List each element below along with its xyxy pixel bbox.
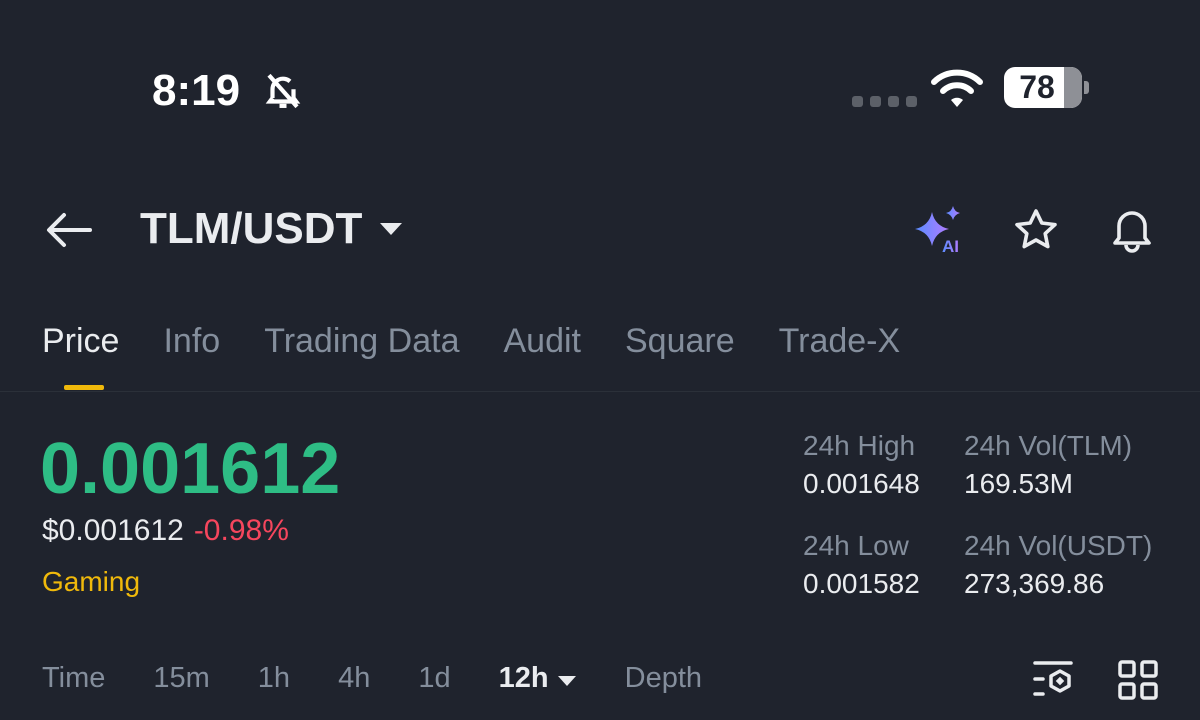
alert-bell-icon[interactable] — [1108, 204, 1156, 254]
tab-square[interactable]: Square — [624, 322, 735, 360]
cellular-signal-icon — [852, 96, 917, 107]
battery-icon: 78 — [1004, 67, 1082, 108]
stat-label: 24h Vol(USDT) — [964, 530, 1153, 561]
tab-trade-x[interactable]: Trade-X — [778, 322, 901, 360]
interval-15m[interactable]: 15m — [153, 662, 210, 694]
tab-info[interactable]: Info — [163, 322, 221, 360]
bell-muted-icon — [265, 73, 301, 109]
depth-tab[interactable]: Depth — [624, 662, 703, 694]
interval-time[interactable]: Time — [42, 662, 106, 694]
grid-layout-icon[interactable] — [1118, 660, 1158, 700]
last-price: 0.001612 — [40, 429, 341, 509]
price-change: -0.98% — [193, 514, 289, 547]
stat-label: 24h Low — [803, 530, 909, 561]
battery-nub — [1084, 81, 1089, 94]
caret-down-icon — [380, 223, 403, 235]
interval-1d[interactable]: 1d — [418, 662, 451, 694]
wifi-icon — [931, 69, 983, 107]
interval-bar: Time 15m 1h 4h 1d 12h Depth — [42, 662, 750, 695]
usd-price: $0.001612 — [42, 514, 184, 547]
ai-sparkle-icon[interactable]: AI — [912, 206, 968, 254]
stat-value: 0.001648 — [803, 468, 920, 499]
stat-24h-vol-usdt: 24h Vol(USDT) 273,369.86 — [964, 530, 1152, 600]
interval-selected[interactable]: 12h — [499, 662, 577, 695]
stat-24h-vol-tlm: 24h Vol(TLM) 169.53M — [964, 430, 1132, 500]
stat-value: 169.53M — [964, 468, 1073, 499]
usd-price-row: $0.001612 -0.98% — [42, 514, 289, 548]
stat-24h-high: 24h High 0.001648 — [803, 430, 920, 500]
interval-4h[interactable]: 4h — [338, 662, 371, 694]
caret-down-icon — [557, 676, 576, 686]
tab-audit[interactable]: Audit — [503, 322, 581, 360]
status-time: 8:19 — [152, 66, 241, 115]
stat-24h-low: 24h Low 0.001582 — [803, 530, 920, 600]
back-arrow-icon[interactable] — [46, 212, 92, 248]
stat-value: 273,369.86 — [964, 568, 1105, 599]
tab-price[interactable]: Price — [42, 322, 120, 390]
stat-label: 24h Vol(TLM) — [964, 430, 1133, 461]
interval-1h[interactable]: 1h — [257, 662, 291, 694]
tab-bar: Price Info Trading Data Audit Square Tra… — [42, 322, 901, 390]
divider — [0, 391, 1200, 392]
category-tag[interactable]: Gaming — [42, 566, 141, 597]
pair-title: TLM/USDT — [140, 204, 363, 253]
interval-selected-label: 12h — [498, 662, 549, 694]
stat-value: 0.001582 — [803, 568, 920, 599]
tab-trading-data[interactable]: Trading Data — [264, 322, 460, 360]
stat-label: 24h High — [803, 430, 916, 461]
favorite-star-icon[interactable] — [1012, 206, 1060, 254]
pair-selector[interactable]: TLM/USDT — [140, 204, 404, 254]
svg-text:AI: AI — [942, 237, 959, 254]
indicator-settings-icon[interactable] — [1032, 660, 1074, 700]
